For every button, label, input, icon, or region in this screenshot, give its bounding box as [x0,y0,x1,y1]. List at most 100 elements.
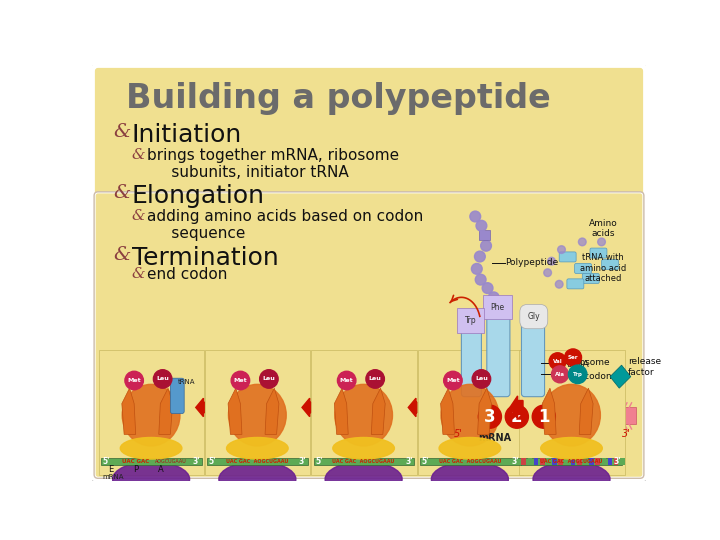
Text: 5': 5' [315,457,323,466]
Text: &: & [132,209,145,223]
FancyBboxPatch shape [595,457,600,465]
FancyBboxPatch shape [528,457,532,465]
Polygon shape [477,388,492,434]
FancyBboxPatch shape [559,457,563,465]
Circle shape [260,370,278,388]
Circle shape [532,405,555,428]
Text: Trp: Trp [465,316,477,325]
FancyBboxPatch shape [99,350,204,475]
Text: Trp: Trp [572,372,582,377]
FancyBboxPatch shape [582,273,599,284]
FancyBboxPatch shape [420,457,521,465]
Ellipse shape [325,462,402,496]
FancyBboxPatch shape [519,350,625,475]
Text: Elongation: Elongation [132,184,265,208]
Ellipse shape [541,437,603,459]
Circle shape [125,372,143,390]
Circle shape [552,366,568,383]
Text: UAC GAC  AOGCUGAAU: UAC GAC AOGCUGAAU [540,459,603,464]
FancyBboxPatch shape [487,314,510,397]
Polygon shape [228,388,242,434]
Circle shape [549,353,566,370]
Circle shape [564,349,582,366]
FancyBboxPatch shape [101,457,202,465]
Circle shape [338,372,356,390]
FancyBboxPatch shape [448,195,640,333]
FancyBboxPatch shape [521,457,526,465]
Circle shape [475,274,486,285]
FancyArrow shape [510,396,523,419]
FancyBboxPatch shape [575,264,592,273]
Text: Leu: Leu [263,376,275,381]
FancyBboxPatch shape [171,378,184,414]
Polygon shape [372,388,385,434]
Ellipse shape [122,384,180,446]
Polygon shape [610,365,631,388]
FancyBboxPatch shape [96,193,642,477]
Circle shape [544,269,552,276]
Circle shape [472,264,482,274]
Polygon shape [122,388,135,434]
Ellipse shape [462,322,585,411]
Text: Met: Met [233,378,247,383]
FancyBboxPatch shape [608,457,612,465]
Circle shape [481,240,492,251]
Circle shape [231,372,250,390]
Text: Val: Val [553,359,562,364]
FancyBboxPatch shape [521,321,544,397]
Text: Leu: Leu [156,376,169,381]
Ellipse shape [120,437,182,459]
FancyBboxPatch shape [448,195,640,469]
FancyBboxPatch shape [589,457,594,465]
Text: 2: 2 [511,408,523,426]
Text: Phe: Phe [490,303,505,312]
Text: &: & [113,246,131,264]
FancyBboxPatch shape [577,457,582,465]
Text: 3': 3' [193,457,200,466]
Circle shape [478,405,501,428]
Circle shape [488,292,499,303]
Ellipse shape [335,384,392,446]
Text: end codon: end codon [148,267,228,282]
Text: 3': 3' [511,457,519,466]
FancyBboxPatch shape [521,457,622,465]
Text: tRNA: tRNA [567,360,590,369]
Ellipse shape [227,437,288,459]
FancyBboxPatch shape [95,68,643,477]
FancyBboxPatch shape [311,350,417,475]
Polygon shape [579,388,593,434]
Text: 3': 3' [405,457,413,466]
FancyBboxPatch shape [552,457,557,465]
Text: mRNA: mRNA [102,474,124,480]
Circle shape [505,405,528,428]
Text: 5': 5' [454,429,462,438]
Text: 3': 3' [613,457,621,466]
FancyBboxPatch shape [205,350,310,475]
Text: Ribosome: Ribosome [565,359,610,367]
Text: AOGCUGAAU: AOGCUGAAU [155,459,186,464]
Text: Polypeptide: Polypeptide [505,258,559,267]
Text: adding amino acids based on codon
     sequence: adding amino acids based on codon sequen… [148,209,423,241]
Text: brings together mRNA, ribosome
     subunits, initiator tRNA: brings together mRNA, ribosome subunits,… [148,148,400,180]
FancyBboxPatch shape [620,457,625,465]
Circle shape [558,246,565,253]
Text: P: P [133,464,138,474]
Text: 5': 5' [209,457,216,466]
Circle shape [598,238,606,246]
FancyBboxPatch shape [546,457,551,465]
Text: tRNA with
amino acid
attached: tRNA with amino acid attached [580,253,626,284]
Circle shape [548,257,555,265]
Ellipse shape [439,437,500,459]
Text: E: E [108,464,113,474]
Text: Termination: Termination [132,246,279,270]
Ellipse shape [219,462,296,496]
FancyBboxPatch shape [451,408,636,424]
Circle shape [153,370,172,388]
Text: Met: Met [340,378,354,383]
Polygon shape [159,388,173,434]
FancyArrow shape [196,398,204,417]
Text: &: & [113,184,131,202]
Text: 1: 1 [538,408,549,426]
Text: 3': 3' [299,457,307,466]
Polygon shape [334,388,348,434]
